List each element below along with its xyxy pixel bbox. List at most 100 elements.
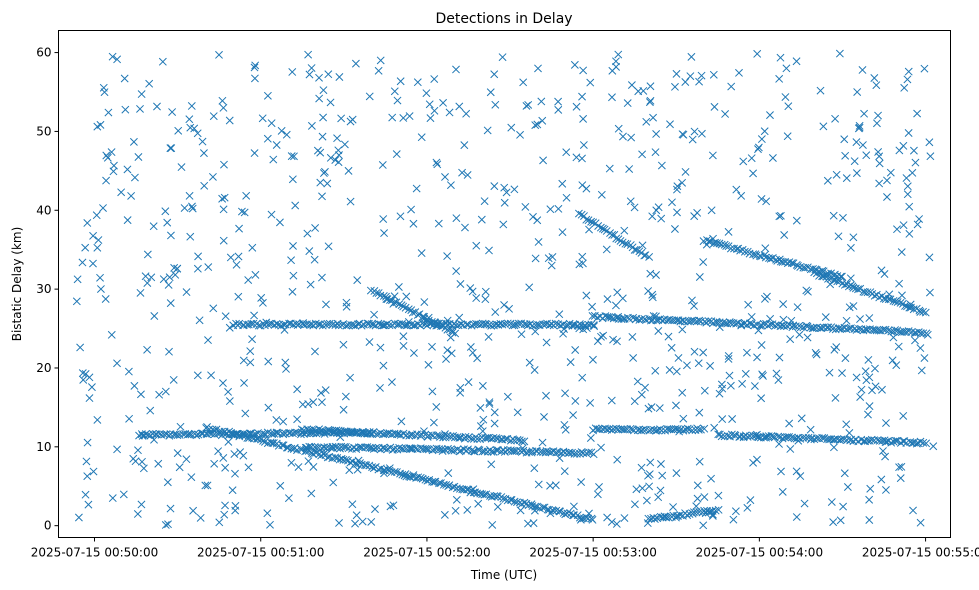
data-point: [335, 73, 344, 81]
data-point: [432, 158, 441, 167]
data-point: [572, 102, 581, 111]
data-point: [810, 435, 819, 444]
data-point: [667, 343, 676, 352]
data-point: [163, 478, 172, 487]
data-point: [493, 492, 502, 501]
data-point: [242, 191, 251, 200]
data-point: [266, 438, 275, 447]
x-tick-label: 2025-07-15 00:50:00: [31, 546, 158, 560]
data-point: [133, 510, 142, 518]
data-point: [282, 365, 290, 373]
data-point: [392, 150, 401, 159]
data-point: [390, 467, 399, 476]
data-point: [892, 361, 901, 370]
data-point: [588, 515, 597, 524]
data-point: [362, 461, 371, 470]
data-point: [224, 387, 233, 396]
data-point: [687, 52, 696, 61]
data-point: [587, 320, 596, 329]
data-point: [852, 169, 861, 178]
data-point: [263, 509, 272, 518]
data-point: [903, 190, 912, 199]
data-point: [824, 274, 832, 283]
data-point: [144, 431, 153, 439]
data-point: [404, 305, 413, 314]
data-point: [399, 332, 408, 341]
data-point: [309, 450, 318, 459]
data-point: [554, 204, 563, 213]
data-point: [395, 300, 404, 309]
data-point: [161, 520, 170, 529]
data-point: [235, 224, 244, 233]
data-point: [665, 365, 674, 374]
data-point: [846, 243, 855, 252]
data-point: [781, 93, 790, 102]
data-point: [609, 314, 618, 323]
data-point: [340, 140, 349, 149]
data-point: [130, 381, 139, 390]
data-point: [289, 271, 298, 280]
plot-frame: [58, 30, 951, 538]
data-point: [437, 445, 446, 454]
data-point: [85, 394, 94, 403]
data-point: [491, 100, 500, 109]
data-point: [753, 49, 762, 58]
data-point: [331, 453, 340, 462]
data-point: [513, 498, 521, 507]
data-point: [678, 178, 687, 187]
data-point: [534, 238, 543, 246]
data-point: [700, 506, 709, 515]
data-point: [289, 241, 297, 250]
data-point: [232, 260, 241, 269]
data-point: [793, 261, 802, 270]
data-point: [647, 403, 656, 412]
data-point: [589, 218, 598, 227]
data-point: [867, 435, 876, 444]
data-point: [386, 502, 395, 511]
data-point: [704, 317, 713, 326]
data-point: [842, 174, 851, 183]
data-point: [458, 168, 467, 177]
data-point: [287, 152, 296, 161]
data-point: [915, 215, 924, 224]
data-point: [745, 319, 754, 328]
data-point: [445, 108, 454, 117]
data-point: [895, 146, 904, 155]
data-point: [774, 432, 783, 441]
data-point: [872, 119, 881, 128]
data-point: [146, 406, 155, 415]
data-point: [597, 190, 606, 199]
data-point: [450, 482, 459, 491]
data-point: [925, 138, 934, 147]
data-point: [796, 472, 805, 481]
data-point: [199, 149, 208, 158]
data-point: [196, 513, 205, 522]
data-point: [205, 425, 214, 434]
data-point: [492, 434, 501, 442]
data-point: [744, 300, 753, 309]
data-point: [534, 480, 543, 489]
data-point: [461, 432, 470, 441]
data-point: [779, 300, 788, 309]
data-point: [637, 390, 646, 399]
data-point: [588, 302, 597, 311]
data-point: [143, 250, 152, 259]
data-point: [589, 321, 598, 330]
data-point: [603, 295, 612, 304]
data-point: [520, 437, 529, 446]
data-point: [558, 179, 567, 188]
data-point: [272, 319, 281, 328]
data-point: [310, 255, 319, 264]
data-point: [646, 82, 655, 91]
data-point: [778, 434, 787, 443]
data-point: [729, 515, 738, 524]
data-point: [298, 400, 307, 409]
data-point: [649, 113, 658, 122]
data-point: [697, 129, 706, 138]
data-point: [305, 426, 313, 435]
data-point: [407, 205, 416, 214]
data-point: [524, 100, 533, 109]
data-point: [376, 56, 385, 65]
data-point: [648, 212, 657, 221]
